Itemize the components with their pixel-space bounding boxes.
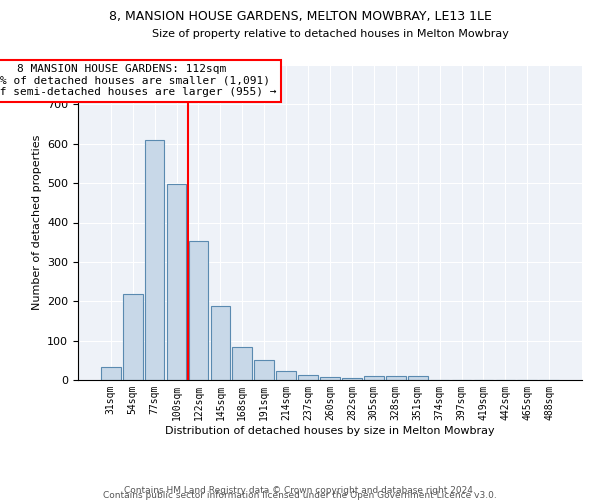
Text: Contains HM Land Registry data © Crown copyright and database right 2024.: Contains HM Land Registry data © Crown c… [124, 486, 476, 495]
Text: 8 MANSION HOUSE GARDENS: 112sqm
← 53% of detached houses are smaller (1,091)
46%: 8 MANSION HOUSE GARDENS: 112sqm ← 53% of… [0, 64, 277, 98]
Text: 8, MANSION HOUSE GARDENS, MELTON MOWBRAY, LE13 1LE: 8, MANSION HOUSE GARDENS, MELTON MOWBRAY… [109, 10, 491, 23]
Bar [298, 375, 318, 380]
Bar [342, 378, 362, 380]
Bar [145, 140, 164, 380]
Title: Size of property relative to detached houses in Melton Mowbray: Size of property relative to detached ho… [152, 29, 508, 39]
X-axis label: Distribution of detached houses by size in Melton Mowbray: Distribution of detached houses by size … [165, 426, 495, 436]
Bar [188, 242, 208, 380]
Bar [101, 368, 121, 380]
Bar [211, 306, 230, 380]
Bar [386, 376, 406, 380]
Bar [276, 372, 296, 380]
Bar [123, 294, 143, 380]
Text: Contains public sector information licensed under the Open Government Licence v3: Contains public sector information licen… [103, 491, 497, 500]
Bar [167, 184, 187, 380]
Bar [254, 360, 274, 380]
Bar [320, 377, 340, 380]
Bar [232, 348, 252, 380]
Y-axis label: Number of detached properties: Number of detached properties [32, 135, 41, 310]
Bar [364, 376, 384, 380]
Bar [408, 376, 428, 380]
